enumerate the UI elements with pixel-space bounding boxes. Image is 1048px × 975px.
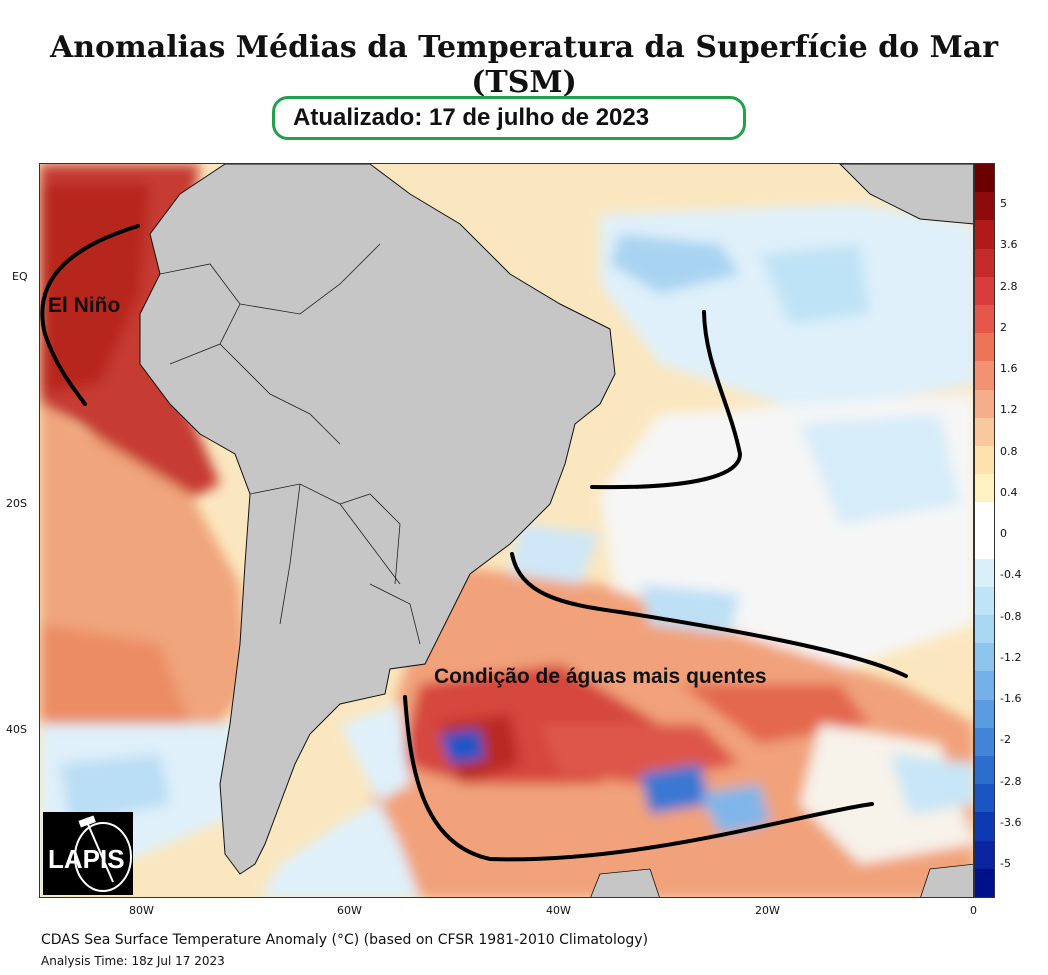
antarctic-islands bbox=[590, 868, 660, 897]
lon-tick-0: 0 bbox=[970, 904, 977, 917]
colorbar-segment bbox=[975, 164, 994, 193]
africa-landmass bbox=[839, 164, 973, 225]
colorbar-segment bbox=[975, 530, 994, 559]
colorbar-segment bbox=[975, 812, 994, 841]
colorbar-segment bbox=[975, 699, 994, 728]
colorbar-segment bbox=[975, 220, 994, 249]
south-america-landmass bbox=[139, 164, 616, 875]
colorbar-label: 1.6 bbox=[1000, 362, 1018, 375]
colorbar-segment bbox=[975, 445, 994, 475]
map-canvas bbox=[40, 164, 973, 897]
warm-waters-label: Condição de águas mais quentes bbox=[434, 665, 767, 688]
lon-tick-60w: 60W bbox=[337, 904, 362, 917]
colorbar-label: -0.4 bbox=[1000, 568, 1022, 582]
lat-tick-20s: 20S bbox=[6, 497, 27, 510]
colorbar-segment bbox=[975, 727, 994, 756]
colorbar-label: 1.2 bbox=[1000, 403, 1018, 417]
colorbar-label: 2.8 bbox=[1000, 279, 1018, 293]
lon-tick-80w: 80W bbox=[129, 904, 154, 917]
colorbar-label: -1.2 bbox=[1000, 650, 1022, 664]
country-borders bbox=[159, 243, 421, 645]
colorbar-segment bbox=[975, 333, 994, 362]
lapis-logo: LAPIS bbox=[43, 812, 133, 895]
colorbar-segment bbox=[975, 868, 994, 897]
colorbar-segment bbox=[975, 586, 994, 615]
colorbar-label: -2.8 bbox=[1000, 774, 1022, 788]
colorbar-segment bbox=[975, 417, 994, 446]
colorbar-segment bbox=[975, 361, 994, 390]
map-title: Anomalias Médias da Temperatura da Super… bbox=[49, 30, 999, 100]
colorbar-segment bbox=[975, 276, 994, 305]
caption: CDAS Sea Surface Temperature Anomaly (°C… bbox=[41, 932, 649, 948]
colorbar-segment bbox=[975, 643, 994, 672]
colorbar-segment bbox=[975, 304, 994, 334]
colorbar-segment bbox=[975, 558, 994, 587]
lon-tick-20w: 20W bbox=[755, 904, 780, 917]
colorbar-label: -5 bbox=[1000, 857, 1011, 870]
north-atlantic-curve bbox=[590, 310, 743, 490]
lon-tick-40w: 40W bbox=[546, 904, 571, 917]
colorbar-label: 2 bbox=[1000, 320, 1007, 334]
colorbar-segment bbox=[975, 615, 994, 644]
colorbar-label: -2 bbox=[1000, 733, 1011, 747]
el-nino-curve bbox=[40, 224, 140, 406]
colorbar-label: 0.8 bbox=[1000, 444, 1018, 458]
south-atlantic-curve-upper bbox=[510, 552, 908, 678]
lat-tick-40s: 40S bbox=[6, 723, 27, 736]
sst-anomaly-map: El Niño Condição de águas mais quentes bbox=[39, 163, 974, 898]
colorbar-segment bbox=[975, 248, 994, 277]
satellite-icon bbox=[74, 815, 132, 892]
annotation-curves bbox=[40, 224, 908, 862]
colorbar-segment bbox=[975, 840, 994, 869]
colorbar bbox=[974, 163, 995, 898]
analysis-time: Analysis Time: 18z Jul 17 2023 bbox=[41, 954, 225, 968]
colorbar-label: 3.6 bbox=[1000, 238, 1018, 252]
colorbar-segment bbox=[975, 671, 994, 700]
colorbar-segment bbox=[975, 784, 994, 813]
colorbar-segment bbox=[975, 474, 994, 503]
updated-badge: Atualizado: 17 de julho de 2023 bbox=[272, 96, 746, 140]
colorbar-segment bbox=[975, 192, 994, 221]
colorbar-segment bbox=[975, 502, 994, 531]
logo-text: LAPIS bbox=[48, 844, 125, 874]
el-nino-label: El Niño bbox=[48, 294, 121, 317]
colorbar-label: -1.6 bbox=[1000, 692, 1022, 705]
colorbar-label: 0 bbox=[1000, 527, 1007, 540]
lat-tick-eq: EQ bbox=[12, 270, 28, 283]
colorbar-label: -3.6 bbox=[1000, 815, 1022, 829]
colorbar-label: 5 bbox=[1000, 197, 1007, 210]
colorbar-segment bbox=[975, 389, 994, 418]
south-atlantic-curve-lower bbox=[403, 695, 874, 862]
antarctic-islands bbox=[920, 863, 973, 897]
colorbar-segment bbox=[975, 755, 994, 785]
colorbar-label: 0.4 bbox=[1000, 485, 1018, 499]
colorbar-label: -0.8 bbox=[1000, 609, 1022, 623]
